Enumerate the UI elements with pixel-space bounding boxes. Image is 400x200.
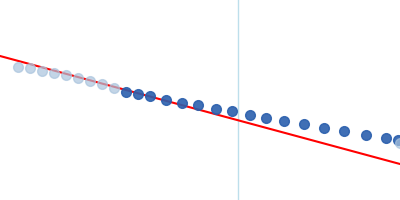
Point xyxy=(123,90,129,94)
Point xyxy=(213,107,219,110)
Point xyxy=(51,71,57,75)
Point xyxy=(281,119,287,122)
Point xyxy=(363,133,369,136)
Point xyxy=(229,110,235,113)
Point xyxy=(195,104,201,107)
Point xyxy=(63,73,69,77)
Point xyxy=(341,129,347,133)
Point xyxy=(383,136,389,140)
Point xyxy=(163,98,169,101)
Point xyxy=(27,66,33,70)
Point xyxy=(135,92,141,96)
Point xyxy=(263,116,269,119)
Point xyxy=(395,138,400,142)
Point xyxy=(99,82,105,86)
Point xyxy=(179,101,185,104)
Point xyxy=(111,86,117,90)
Point xyxy=(301,123,307,126)
Point xyxy=(75,76,81,80)
Point xyxy=(147,95,153,98)
Point xyxy=(39,69,45,73)
Point xyxy=(397,141,400,145)
Point xyxy=(87,79,93,83)
Point xyxy=(321,126,327,129)
Point xyxy=(15,65,21,69)
Point xyxy=(247,113,253,116)
